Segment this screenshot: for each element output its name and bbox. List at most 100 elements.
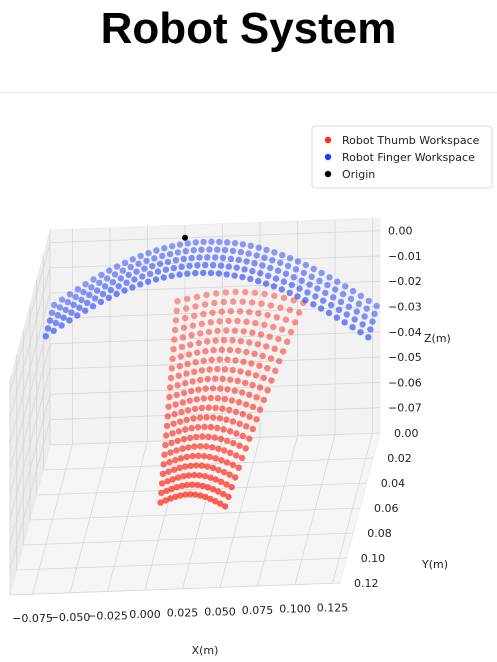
finger-point bbox=[168, 272, 175, 280]
finger-point bbox=[251, 260, 258, 267]
thumb-point bbox=[203, 414, 210, 421]
thumb-point bbox=[158, 480, 166, 487]
thumb-point bbox=[209, 444, 216, 451]
thumb-point bbox=[220, 426, 227, 433]
thumb-point bbox=[242, 445, 249, 452]
thumb-point bbox=[193, 462, 200, 469]
thumb-point bbox=[213, 290, 220, 297]
finger-point bbox=[233, 264, 240, 271]
grid-line-y-floor bbox=[16, 557, 347, 571]
thumb-point bbox=[163, 432, 170, 439]
finger-point bbox=[70, 301, 77, 308]
thumb-point bbox=[173, 307, 180, 314]
thumb-point bbox=[257, 331, 265, 338]
finger-point bbox=[325, 309, 333, 317]
thumb-point bbox=[253, 416, 260, 423]
finger-point bbox=[339, 290, 347, 298]
z-axis-title: Z(m) bbox=[424, 332, 451, 345]
thumb-point bbox=[232, 408, 240, 416]
thumb-point bbox=[224, 356, 231, 363]
thumb-point bbox=[223, 459, 231, 466]
finger-point bbox=[72, 293, 79, 301]
thumb-point bbox=[272, 367, 279, 374]
thumb-point bbox=[187, 462, 194, 469]
y-tick-label: 0.10 bbox=[361, 552, 386, 565]
finger-point bbox=[103, 275, 111, 282]
thumb-point bbox=[240, 358, 247, 365]
thumb-point bbox=[237, 337, 245, 345]
legend-label: Robot Thumb Workspace bbox=[342, 134, 480, 147]
finger-point bbox=[231, 272, 238, 279]
finger-point bbox=[231, 239, 239, 247]
finger-point bbox=[84, 299, 91, 307]
thumb-point bbox=[249, 425, 256, 433]
finger-point bbox=[332, 286, 339, 293]
finger-point bbox=[341, 319, 348, 326]
finger-point bbox=[144, 278, 152, 285]
thumb-point bbox=[196, 414, 204, 421]
finger-point bbox=[324, 281, 331, 289]
thumb-point bbox=[205, 328, 213, 336]
thumb-point bbox=[186, 397, 193, 404]
finger-point bbox=[52, 319, 59, 327]
thumb-point bbox=[282, 316, 290, 323]
finger-point bbox=[365, 297, 372, 305]
thumb-point bbox=[182, 426, 189, 433]
finger-point bbox=[216, 238, 223, 245]
finger-point bbox=[190, 247, 197, 254]
thumb-point bbox=[202, 493, 209, 501]
thumb-point bbox=[229, 461, 237, 469]
finger-point bbox=[204, 254, 211, 261]
thumb-point bbox=[158, 489, 165, 497]
thumb-point bbox=[226, 471, 233, 478]
x-tick-label: −0.025 bbox=[87, 610, 128, 623]
thumb-point bbox=[168, 439, 175, 447]
thumb-point bbox=[197, 376, 204, 384]
finger-point bbox=[143, 257, 150, 265]
thumb-point bbox=[220, 298, 227, 306]
finger-point bbox=[133, 268, 140, 275]
x-tick-label: 0.000 bbox=[129, 608, 161, 621]
x-tick-label: 0.100 bbox=[279, 603, 311, 616]
finger-point bbox=[48, 309, 56, 316]
finger-point bbox=[90, 276, 97, 283]
finger-point bbox=[215, 270, 223, 277]
finger-point bbox=[145, 249, 152, 257]
thumb-point bbox=[214, 424, 221, 432]
thumb-point bbox=[214, 327, 221, 335]
thumb-point bbox=[229, 337, 236, 344]
z-tick-label: −0.07 bbox=[388, 402, 422, 415]
thumb-point bbox=[210, 347, 217, 354]
thumb-point bbox=[220, 490, 227, 498]
thumb-point bbox=[206, 453, 213, 461]
finger-point bbox=[257, 270, 264, 277]
thumb-point bbox=[228, 397, 236, 404]
finger-point bbox=[282, 270, 290, 277]
thumb-point bbox=[219, 375, 226, 383]
finger-point bbox=[294, 258, 302, 265]
thumb-point bbox=[225, 493, 232, 500]
thumb-point bbox=[182, 491, 189, 498]
finger-point bbox=[98, 271, 105, 279]
finger-point bbox=[349, 324, 356, 331]
thumb-point bbox=[228, 483, 235, 491]
thumb-point bbox=[260, 396, 268, 404]
finger-point bbox=[60, 314, 67, 321]
y-tick-label: 0.08 bbox=[367, 527, 392, 540]
thumb-point bbox=[184, 295, 191, 303]
thumb-point bbox=[286, 306, 293, 314]
finger-point bbox=[214, 246, 221, 253]
finger-point bbox=[129, 284, 136, 291]
legend-marker bbox=[324, 153, 332, 161]
thumb-point bbox=[183, 481, 191, 489]
thumb-point bbox=[198, 320, 205, 327]
finger-point bbox=[280, 278, 288, 285]
thumb-point bbox=[201, 473, 209, 480]
finger-point bbox=[200, 238, 207, 246]
thumb-point bbox=[264, 311, 271, 319]
thumb-point bbox=[216, 318, 223, 325]
finger-point bbox=[74, 312, 81, 319]
thumb-point bbox=[164, 413, 171, 420]
finger-point bbox=[229, 247, 237, 255]
thumb-point bbox=[236, 442, 243, 449]
